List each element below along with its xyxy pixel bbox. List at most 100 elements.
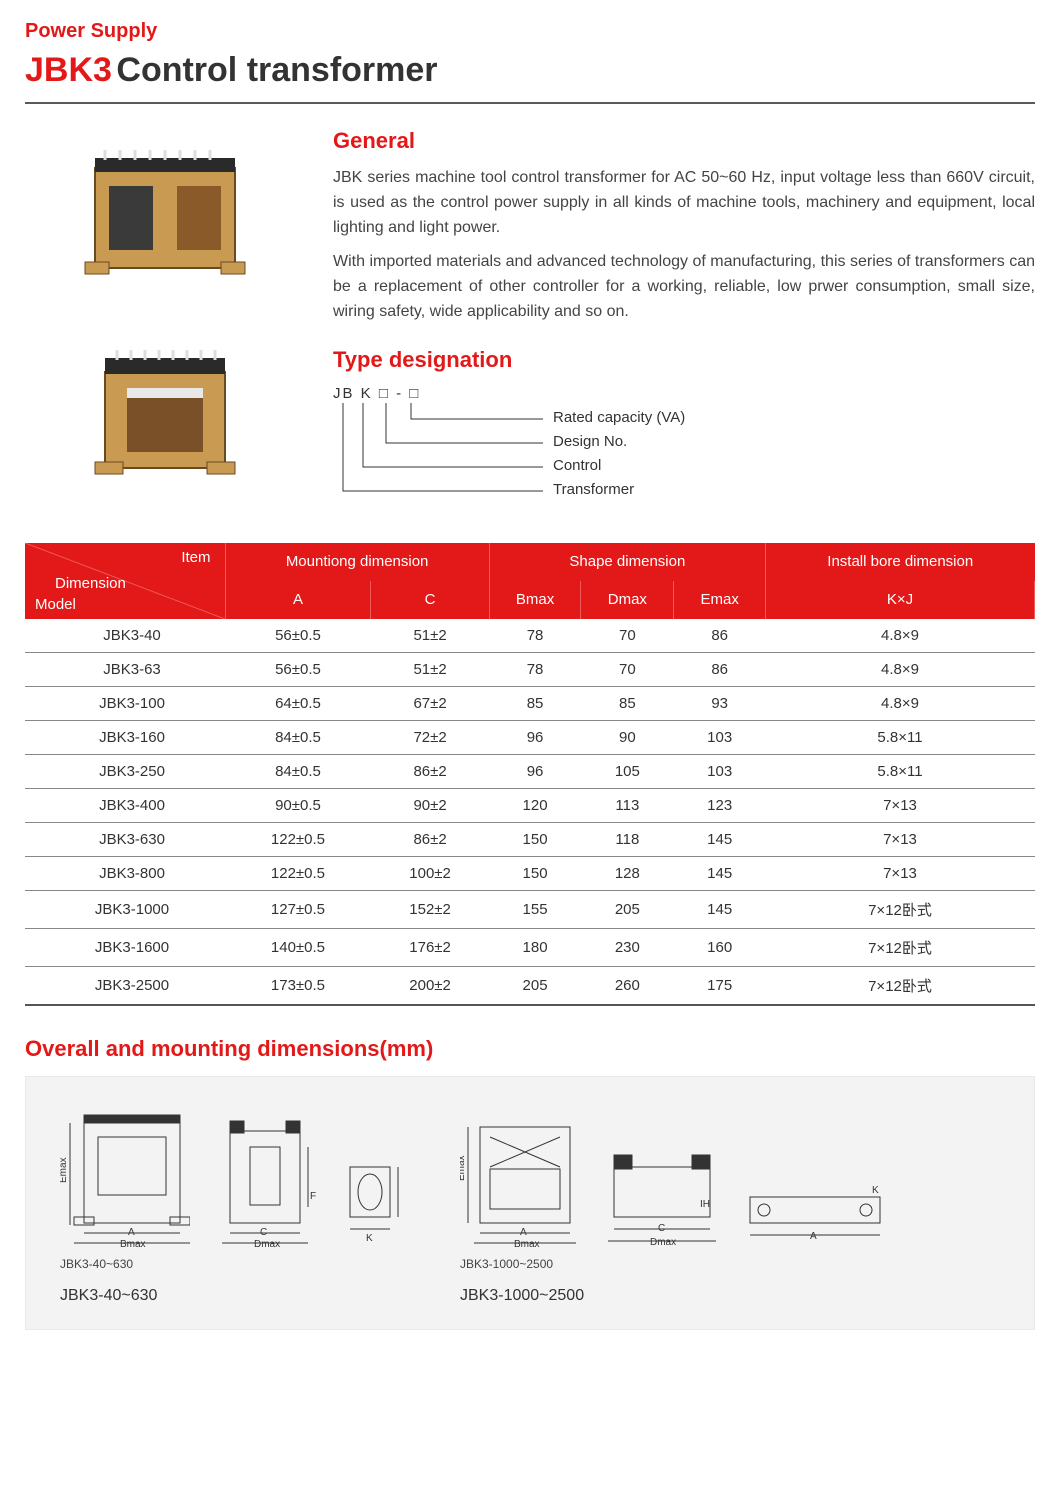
table-row: JBK3-630122±0.586±21501181457×13 — [25, 822, 1035, 856]
cell-kj: 5.8×11 — [765, 720, 1034, 754]
table-row: JBK3-4056±0.551±27870864.8×9 — [25, 619, 1035, 653]
page-title: JBK3 Control transformer — [25, 51, 1035, 104]
dim-caption-1: JBK3-40~630 — [60, 1287, 410, 1305]
cell-c: 200±2 — [371, 966, 489, 1005]
cell-emax: 103 — [674, 720, 766, 754]
subheader-bmax: Bmax — [489, 581, 581, 619]
svg-text:IH: IH — [700, 1199, 710, 1210]
type-label-control: Control — [553, 457, 601, 474]
title-model: JBK3 — [25, 51, 112, 89]
cell-a: 140±0.5 — [225, 928, 371, 966]
dimensions-panel: A Bmax Emax C Dmax — [25, 1076, 1035, 1330]
cell-emax: 145 — [674, 822, 766, 856]
type-label-design: Design No. — [553, 433, 627, 450]
cell-kj: 5.8×11 — [765, 754, 1034, 788]
type-designation-section: Type designation JB K □ - □ Rated capaci… — [333, 347, 1035, 515]
cell-dmax: 70 — [581, 652, 674, 686]
cell-dmax: 90 — [581, 720, 674, 754]
cell-model: JBK3-100 — [25, 686, 225, 720]
cell-a: 64±0.5 — [225, 686, 371, 720]
cell-emax: 160 — [674, 928, 766, 966]
cell-a: 127±0.5 — [225, 890, 371, 928]
subheader-kj: K×J — [765, 581, 1034, 619]
cell-a: 122±0.5 — [225, 822, 371, 856]
cell-kj: 7×12卧式 — [765, 890, 1034, 928]
product-image-1 — [65, 128, 265, 298]
cell-kj: 7×13 — [765, 822, 1034, 856]
corner-model: Model — [35, 596, 76, 613]
general-para-1: JBK series machine tool control transfor… — [333, 166, 1035, 240]
subheader-c: C — [371, 581, 489, 619]
cell-dmax: 105 — [581, 754, 674, 788]
dim-small-caption-1: JBK3-40~630 — [60, 1257, 410, 1271]
cell-c: 72±2 — [371, 720, 489, 754]
header-mounting: Mountiong dimension — [225, 543, 489, 581]
subheader-dmax: Dmax — [581, 581, 674, 619]
type-label-capacity: Rated capacity (VA) — [553, 409, 685, 426]
table-row: JBK3-6356±0.551±27870864.8×9 — [25, 652, 1035, 686]
drawing-top-2: A K — [740, 1177, 890, 1247]
dim-small-caption-2: JBK3-1000~2500 — [460, 1257, 890, 1271]
type-heading: Type designation — [333, 347, 1035, 373]
cell-a: 56±0.5 — [225, 619, 371, 653]
cell-model: JBK3-630 — [25, 822, 225, 856]
cell-bmax: 150 — [489, 822, 581, 856]
table-row: JBK3-25084±0.586±2961051035.8×11 — [25, 754, 1035, 788]
svg-text:Dmax: Dmax — [650, 1237, 676, 1247]
cell-emax: 86 — [674, 619, 766, 653]
cell-a: 56±0.5 — [225, 652, 371, 686]
cell-dmax: 128 — [581, 856, 674, 890]
dimension-group-1: A Bmax Emax C Dmax — [60, 1097, 410, 1305]
table-row: JBK3-16084±0.572±296901035.8×11 — [25, 720, 1035, 754]
table-row: JBK3-2500173±0.5200±22052601757×12卧式 — [25, 966, 1035, 1005]
drawing-side-2: C Dmax IH — [600, 1107, 720, 1247]
cell-bmax: 96 — [489, 754, 581, 788]
table-row: JBK3-1600140±0.5176±21802301607×12卧式 — [25, 928, 1035, 966]
table-corner-cell: Item Dimension Model — [25, 543, 225, 619]
cell-kj: 7×12卧式 — [765, 928, 1034, 966]
cell-emax: 123 — [674, 788, 766, 822]
cell-dmax: 230 — [581, 928, 674, 966]
cell-c: 51±2 — [371, 619, 489, 653]
svg-text:K: K — [366, 1233, 373, 1244]
cell-emax: 93 — [674, 686, 766, 720]
cell-dmax: 113 — [581, 788, 674, 822]
cell-bmax: 150 — [489, 856, 581, 890]
cell-a: 173±0.5 — [225, 966, 371, 1005]
cell-dmax: 205 — [581, 890, 674, 928]
dim-caption-2: JBK3-1000~2500 — [460, 1287, 890, 1305]
cell-bmax: 155 — [489, 890, 581, 928]
cell-dmax: 85 — [581, 686, 674, 720]
subheader-emax: Emax — [674, 581, 766, 619]
cell-bmax: 120 — [489, 788, 581, 822]
cell-emax: 145 — [674, 890, 766, 928]
drawing-side-1: C Dmax F — [210, 1107, 320, 1247]
drawing-front-2: A Bmax Emax — [460, 1107, 580, 1247]
cell-model: JBK3-40 — [25, 619, 225, 653]
dimension-group-2: A Bmax Emax C Dmax IH — [460, 1097, 890, 1305]
cell-c: 51±2 — [371, 652, 489, 686]
cell-bmax: 205 — [489, 966, 581, 1005]
table-row: JBK3-1000127±0.5152±21552051457×12卧式 — [25, 890, 1035, 928]
cell-kj: 7×13 — [765, 856, 1034, 890]
cell-model: JBK3-2500 — [25, 966, 225, 1005]
table-header: Item Dimension Model Mountiong dimension… — [25, 543, 1035, 619]
text-column: General JBK series machine tool control … — [333, 128, 1035, 515]
svg-text:Bmax: Bmax — [120, 1239, 146, 1247]
cell-dmax: 118 — [581, 822, 674, 856]
dimensions-heading: Overall and mounting dimensions(mm) — [25, 1036, 1035, 1062]
category-label: Power Supply — [25, 20, 1035, 43]
header-shape: Shape dimension — [489, 543, 765, 581]
svg-text:A: A — [810, 1231, 817, 1242]
svg-text:C: C — [260, 1227, 267, 1238]
cell-c: 100±2 — [371, 856, 489, 890]
svg-text:K: K — [872, 1185, 879, 1196]
cell-kj: 4.8×9 — [765, 686, 1034, 720]
svg-text:Emax: Emax — [60, 1157, 69, 1183]
cell-a: 84±0.5 — [225, 754, 371, 788]
cell-c: 86±2 — [371, 754, 489, 788]
type-label-transformer: Transformer — [553, 481, 634, 498]
cell-bmax: 78 — [489, 652, 581, 686]
cell-kj: 4.8×9 — [765, 619, 1034, 653]
cell-dmax: 260 — [581, 966, 674, 1005]
